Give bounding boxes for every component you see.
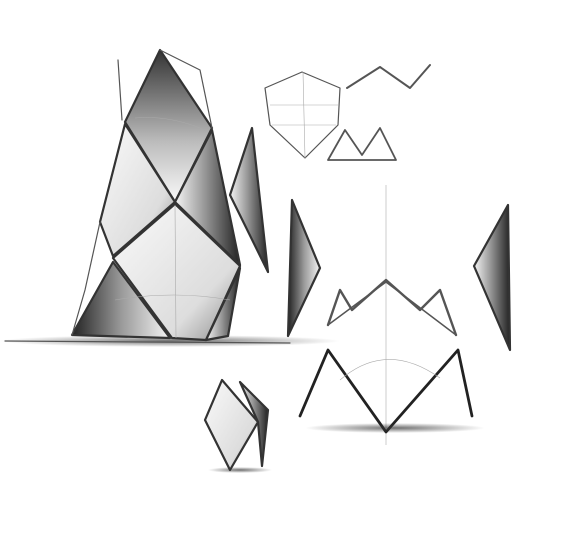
right-fin: [472, 203, 512, 352]
ground-line: [4, 340, 291, 344]
frame-shadow: [305, 423, 485, 433]
frame-structure: [298, 185, 485, 445]
shield-guides: [270, 71, 338, 159]
ground-shadow: [0, 335, 340, 347]
crown-sketch: [327, 127, 397, 161]
side-fin: [228, 126, 270, 274]
small-cell: [203, 378, 272, 473]
frame-arc: [339, 359, 441, 381]
tower-guide-lines: [114, 117, 231, 339]
small-cell-right: [238, 380, 270, 468]
shield-sketch: [264, 71, 341, 159]
zigzag-sketch: [346, 64, 431, 89]
tower-bottom-left-panel: [70, 260, 172, 340]
frame-upper-inner: [327, 281, 457, 336]
tower-bottom-right-panel: [204, 266, 242, 342]
middle-fin: [286, 198, 322, 338]
small-cell-shadow: [208, 467, 272, 473]
frame-upper-zigzag: [326, 278, 458, 337]
tower: [70, 48, 242, 342]
tower-construction-lines: [71, 49, 213, 336]
